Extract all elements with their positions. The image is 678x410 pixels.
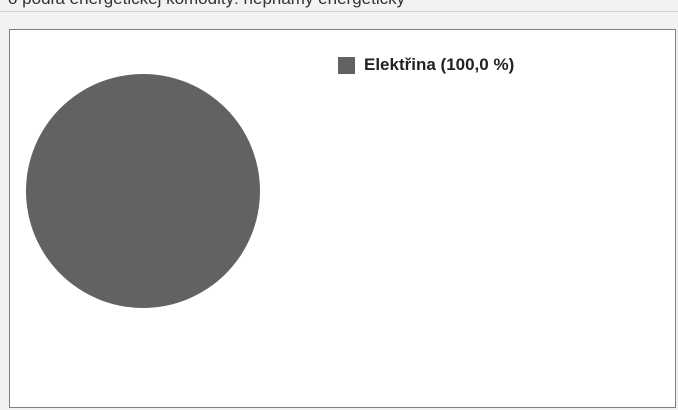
legend-swatch (338, 56, 355, 74)
pie-chart (26, 74, 260, 308)
legend-label: Elektřina (100,0 %) (364, 55, 515, 74)
clipped-title-text: o podľa energetickej komodity: nepriamy … (8, 0, 405, 9)
pie-slice-0 (26, 74, 260, 308)
chart-frame: Elektřina (100,0 %) (9, 29, 676, 408)
clipped-title-strip: o podľa energetickej komodity: nepriamy … (0, 0, 678, 12)
chart-legend: Elektřina (100,0 %) (338, 55, 514, 75)
